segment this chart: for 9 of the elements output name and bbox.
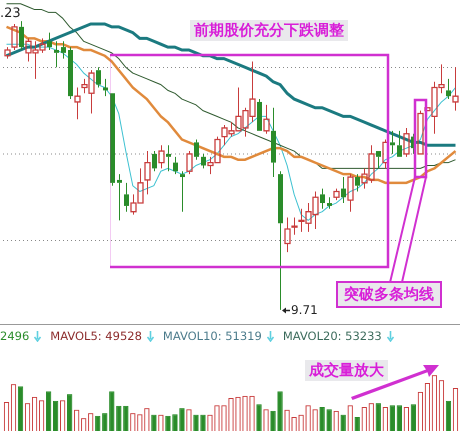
- text: 2496: [0, 329, 30, 343]
- text: MAVOL20: 53233: [282, 329, 382, 343]
- text: .23: [0, 6, 21, 21]
- annotation: 突破多条均线: [336, 281, 442, 308]
- annotation: 前期股价充分下跌调整: [190, 20, 348, 41]
- annotation: 9.71: [291, 303, 318, 317]
- text: MAVOL5: 49528: [50, 329, 142, 343]
- annotation: 成交量放大: [305, 360, 388, 381]
- text: MAVOL10: 51319: [162, 329, 262, 343]
